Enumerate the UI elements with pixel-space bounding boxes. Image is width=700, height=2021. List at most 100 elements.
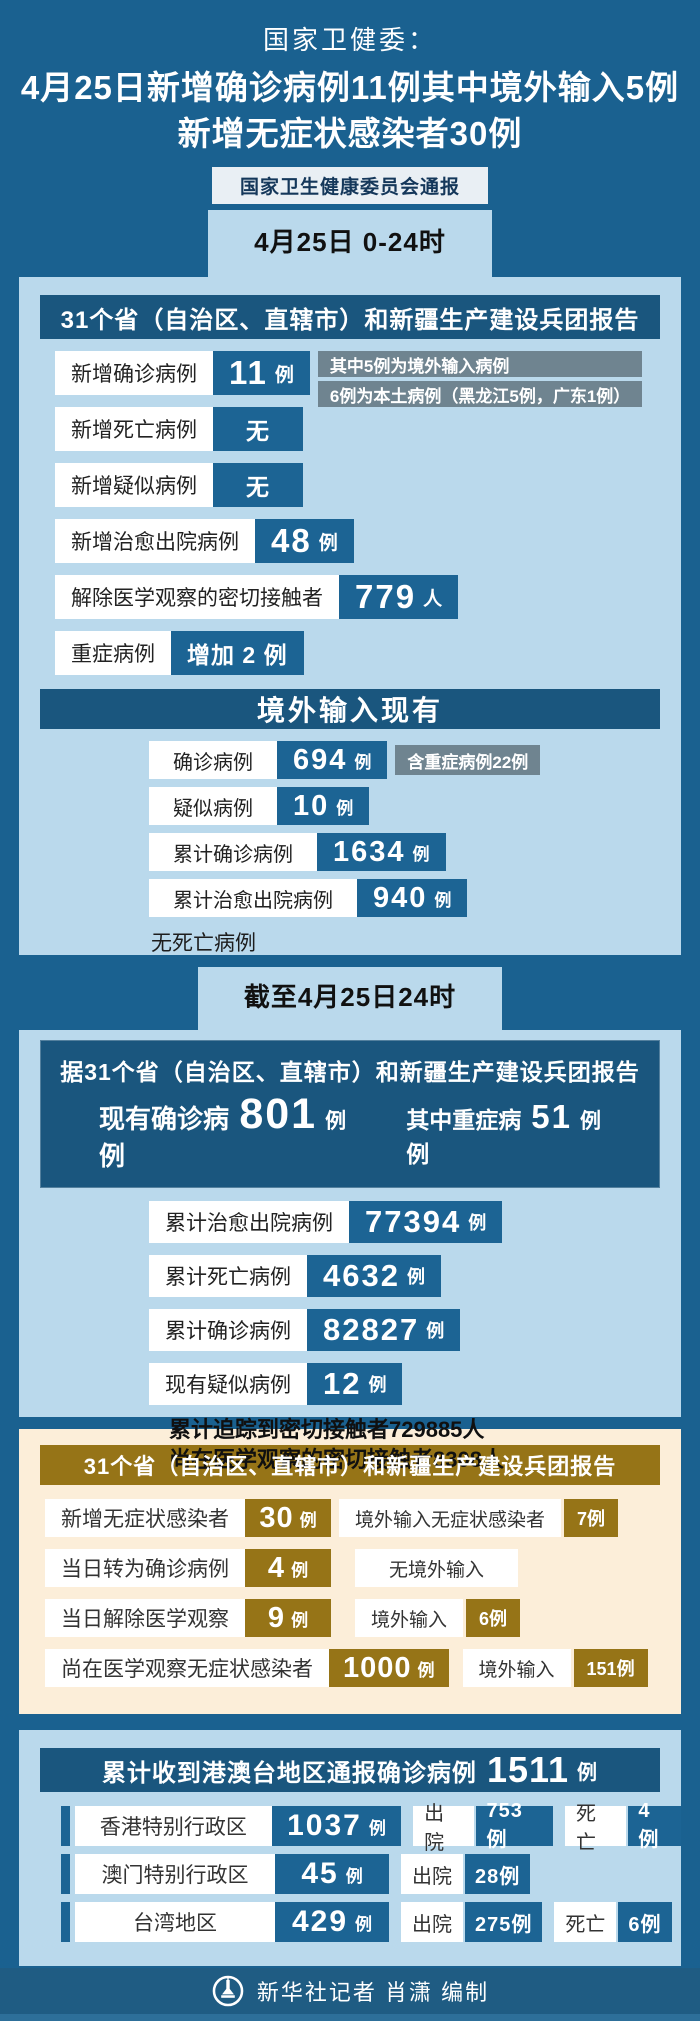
row-unit: 例 — [355, 1914, 373, 1934]
row-unit: 例 — [291, 1610, 309, 1630]
row-label: 当日解除医学观察 — [45, 1599, 245, 1637]
row-value: 1037 — [287, 1809, 362, 1842]
row-label: 当日转为确诊病例 — [45, 1549, 245, 1587]
row-unit: 例 — [336, 798, 354, 818]
row-value-box: 429 例 — [275, 1902, 389, 1942]
region-label: 香港特别行政区 — [74, 1806, 272, 1846]
row-value-box: 无 — [213, 407, 303, 451]
row-label: 确诊病例 — [149, 741, 277, 779]
source-badge: 国家卫生健康委员会通报 — [211, 167, 488, 204]
table-row: 新增无症状感染者 30 例 境外输入无症状感染者 7例 — [19, 1499, 681, 1537]
row-value-box: 1037 例 — [271, 1806, 402, 1846]
row-value-box: 10 例 — [277, 787, 370, 825]
row-label: 新增治愈出院病例 — [55, 519, 255, 563]
kicker: 国家卫健委： — [262, 25, 437, 55]
note-label: 境外输入 — [462, 1649, 571, 1687]
row-value: 940 — [373, 881, 428, 914]
page-title-line1: 4月25日新增确诊病例11例其中境外输入5例 — [20, 69, 680, 106]
row-value: 82827 — [323, 1312, 420, 1347]
row-value: 10 — [293, 789, 330, 822]
xinhua-logo-icon — [211, 1974, 245, 2008]
discharged-value: 275例 — [465, 1902, 543, 1942]
note-severe-cases: 含重症病例22例 — [395, 745, 541, 775]
credit-footer: 新华社记者 肖潇 编制 — [0, 1968, 700, 2014]
row-unit: 例 — [417, 1660, 435, 1680]
credit-text: 新华社记者 肖潇 编制 — [256, 1980, 490, 2005]
row-value-box: 82827 例 — [307, 1309, 461, 1351]
severe-cases-label: 其中重症病例 — [406, 1107, 522, 1167]
severe-cases-unit: 例 — [579, 1110, 601, 1133]
table-row: 新增确诊病例 11 例 其中5例为境外输入病例 6例为本土病例（黑龙江5例，广东1… — [19, 351, 681, 407]
daily-header-bar: 31个省（自治区、直辖市）和新疆生产建设兵团报告 — [40, 295, 660, 339]
row-unit: 人 — [423, 588, 443, 610]
cumulative-header-box: 据31个省（自治区、直辖市）和新疆生产建设兵团报告 现有确诊病例 801 例 其… — [40, 1040, 660, 1188]
row-value-box: 11 例 — [213, 351, 310, 395]
hmt-header-value: 1511 — [486, 1749, 570, 1790]
row-value: 12 — [323, 1366, 362, 1401]
table-row: 新增疑似病例 无 — [19, 463, 681, 507]
row-value: 11 — [229, 354, 268, 391]
table-row: 解除医学观察的密切接触者 779 人 — [19, 575, 681, 619]
current-cases-value: 801 — [239, 1090, 318, 1138]
row-value-box: 77394 例 — [349, 1201, 503, 1243]
row-value: 无 — [246, 474, 270, 500]
row-value: 4 — [267, 1551, 286, 1584]
discharged-label: 出院 — [413, 1803, 475, 1854]
bottom-strip — [0, 2014, 700, 2021]
section-daily: 31个省（自治区、直辖市）和新疆生产建设兵团报告 新增确诊病例 11 例 其中5例… — [19, 277, 681, 955]
page-title-line2: 新增无症状感染者30例 — [177, 115, 523, 152]
row-value-box: 12 例 — [307, 1363, 403, 1405]
row-notes: 其中5例为境外输入病例 6例为本土病例（黑龙江5例，广东1例） — [317, 351, 643, 407]
cumulative-header-line2: 现有确诊病例 801 例 其中重症病例 51 例 — [41, 1087, 659, 1173]
deaths-value: 6例 — [618, 1902, 672, 1942]
row-value-box: 4632 例 — [307, 1255, 441, 1297]
row-unit: 例 — [274, 364, 294, 386]
row-value-box: 779 人 — [339, 575, 459, 619]
table-row: 现有疑似病例 12 例 — [19, 1363, 681, 1405]
row-value: 9 — [267, 1601, 286, 1634]
table-row: 累计确诊病例 82827 例 — [19, 1309, 681, 1351]
note-label: 无境外输入 — [355, 1549, 519, 1587]
note-local-cases: 6例为本土病例（黑龙江5例，广东1例） — [317, 381, 643, 407]
row-label: 尚在医学观察无症状感染者 — [45, 1649, 329, 1687]
daily-rows: 新增确诊病例 11 例 其中5例为境外输入病例 6例为本土病例（黑龙江5例，广东1… — [19, 351, 681, 675]
hmt-header-unit: 例 — [577, 1761, 599, 1784]
masthead: 国家卫健委： 4月25日新增确诊病例11例其中境外输入5例 新增无症状感染者30例… — [0, 0, 700, 204]
row-unit: 例 — [468, 1213, 487, 1233]
table-row: 澳门特别行政区 45 例 出院 28例 — [19, 1854, 681, 1894]
discharged-label: 出院 — [401, 1902, 463, 1942]
row-unit: 例 — [299, 1510, 317, 1530]
row-unit: 例 — [406, 1267, 425, 1287]
table-row: 累计治愈出院病例 940 例 — [19, 879, 681, 917]
row-value-box: 增加 2 例 — [171, 631, 304, 675]
table-row: 累计确诊病例 1634 例 — [19, 833, 681, 871]
cumulative-rows: 累计治愈出院病例 77394 例 累计死亡病例 4632 例 累计确诊病例 8282… — [19, 1201, 681, 1405]
note-value: 6例 — [466, 1599, 521, 1637]
row-value: 1634 — [333, 835, 406, 868]
note-label: 境外输入 — [355, 1599, 464, 1637]
no-deaths-note: 无死亡病例 — [151, 932, 256, 955]
row-label: 累计死亡病例 — [149, 1255, 307, 1297]
region-label: 台湾地区 — [75, 1902, 275, 1942]
table-row: 新增治愈出院病例 48 例 — [19, 519, 681, 563]
table-row: 累计死亡病例 4632 例 — [19, 1255, 681, 1297]
row-value: 779 — [355, 578, 417, 615]
deaths-label: 死亡 — [554, 1902, 617, 1942]
row-value-box: 45 例 — [275, 1854, 389, 1894]
row-label: 现有疑似病例 — [149, 1363, 307, 1405]
row-value: 694 — [293, 743, 348, 776]
row-accent-bar — [61, 1902, 70, 1942]
imported-header-bar: 境外输入现有 — [40, 689, 660, 729]
row-accent-bar — [61, 1806, 70, 1846]
row-unit: 例 — [412, 844, 430, 864]
row-value: 48 — [271, 522, 312, 559]
row-label: 累计治愈出院病例 — [149, 879, 357, 917]
row-unit: 例 — [368, 1375, 387, 1395]
row-unit: 例 — [291, 1560, 309, 1580]
row-value: 1000 — [343, 1651, 412, 1684]
discharged-value: 753例 — [476, 1800, 553, 1851]
row-value-box: 1000 例 — [329, 1649, 449, 1687]
section-hmt: 累计收到港澳台地区通报确诊病例 1511 例 香港特别行政区 1037 例 出院 … — [19, 1730, 681, 1966]
